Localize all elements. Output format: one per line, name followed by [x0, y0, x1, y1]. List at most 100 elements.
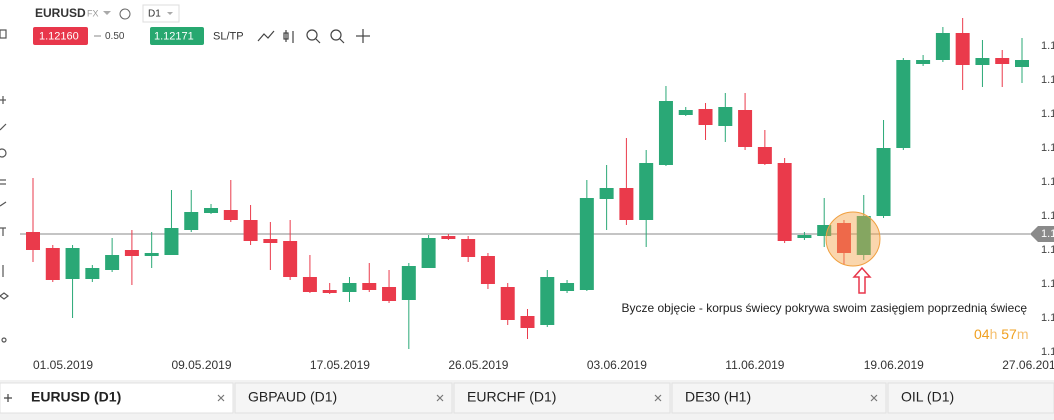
candle-body — [1015, 60, 1029, 67]
y-tick-label: 1.11 — [1041, 74, 1054, 86]
tab-close[interactable] — [436, 394, 444, 402]
icon[interactable] — [0, 29, 7, 39]
candle-body — [856, 216, 871, 255]
dropdown-arrow[interactable] — [167, 12, 173, 15]
candle-body — [223, 210, 238, 220]
candle-body — [204, 208, 219, 213]
candle-body — [658, 101, 673, 165]
x-tick-label: 03.06.2019 — [587, 358, 647, 372]
sell-button[interactable] — [33, 27, 88, 45]
tab[interactable] — [671, 382, 887, 414]
candle-body — [421, 238, 436, 268]
x-tick-label: 09.05.2019 — [171, 358, 231, 372]
y-tick-label: 1.11 — [1041, 108, 1054, 120]
icon[interactable] — [0, 123, 7, 131]
y-tick-label: 1.11 — [1041, 312, 1054, 324]
new-tab[interactable] — [4, 394, 12, 402]
y-tick-label: 1.11 — [1041, 142, 1054, 154]
bid[interactable]: 1.12160 — [39, 30, 79, 42]
countdown-h: h — [990, 326, 998, 342]
zoom-out-icon[interactable] — [315, 38, 321, 44]
interval-select[interactable] — [142, 4, 180, 23]
candle-body — [480, 256, 495, 284]
candle-body — [935, 33, 950, 60]
tab[interactable] — [0, 382, 234, 414]
candle-body — [560, 283, 575, 291]
tab-label[interactable]: GBPAUD (D1) — [248, 389, 337, 405]
y-tick-label: 1.1 — [1041, 40, 1054, 52]
tab[interactable] — [234, 382, 453, 414]
candle-icon[interactable] — [283, 32, 289, 40]
candle-body — [836, 223, 851, 253]
candle-body — [757, 147, 772, 164]
candle-body — [184, 212, 199, 230]
candle-body — [382, 287, 397, 301]
price-tag — [1030, 226, 1054, 242]
candle-body — [105, 255, 120, 270]
y-tick-label: 1.1 — [1041, 346, 1054, 358]
sltp[interactable]: SL/TP — [213, 30, 244, 42]
tab-label[interactable]: EURUSD (D1) — [31, 389, 121, 405]
info-icon[interactable] — [119, 8, 131, 20]
icon[interactable] — [1, 337, 7, 343]
candle-body — [738, 110, 753, 147]
candle-body — [26, 232, 40, 250]
dropdown-arrow[interactable] — [103, 11, 111, 15]
candle-body — [579, 198, 594, 290]
countdown-m: m — [1017, 326, 1029, 342]
countdown: 04h 57m — [974, 326, 1029, 342]
icon[interactable] — [0, 292, 9, 300]
tab-label[interactable]: EURCHF (D1) — [467, 389, 556, 405]
candle-body — [975, 58, 990, 65]
x-tick-label: 17.05.2019 — [310, 358, 370, 372]
buy-button[interactable] — [150, 27, 204, 45]
tab-close[interactable] — [217, 394, 225, 402]
countdown-minutes: 57 — [1001, 326, 1017, 342]
tab[interactable] — [453, 382, 671, 414]
interval[interactable]: D1 — [148, 9, 161, 20]
ask[interactable]: 1.12171 — [154, 30, 194, 42]
candle-body — [797, 235, 812, 238]
candle-body — [302, 277, 317, 292]
price-tag-label: 1.1 — [1041, 228, 1054, 240]
tab-label[interactable]: OIL (D1) — [901, 389, 954, 405]
countdown-hours: 04 — [974, 326, 990, 342]
zoom-out-icon[interactable] — [306, 29, 318, 41]
tab-label[interactable]: DE30 (H1) — [685, 389, 751, 405]
icon[interactable] — [0, 148, 7, 158]
candle-body — [401, 266, 416, 300]
plot: 1.1 1.11 1.11 1.11 1.11 1.1 1.11 1.1 1.11 1.1 1.1 0… — [20, 18, 1054, 372]
candle-body — [995, 58, 1010, 64]
x-tick-label: 26.05.2019 — [448, 358, 508, 372]
icon[interactable] — [0, 201, 7, 207]
candle-body — [639, 163, 654, 220]
symbol[interactable]: EURUSD — [35, 6, 86, 20]
y-tick-label: 1.1 — [1041, 210, 1054, 222]
candle-body — [540, 277, 555, 325]
candle-body — [45, 248, 60, 280]
x-tick-label: 01.05.2019 — [33, 358, 93, 372]
candle-body — [85, 268, 100, 279]
line-chart-icon[interactable] — [257, 30, 275, 42]
pattern-highlight — [825, 211, 881, 267]
tab-close[interactable] — [870, 394, 878, 402]
sidebar-icons[interactable] — [0, 29, 9, 343]
candle-body — [599, 188, 614, 199]
candle-body — [896, 60, 911, 148]
candle-body — [520, 316, 535, 328]
zoom-in-icon[interactable] — [339, 38, 345, 44]
tab-close[interactable] — [654, 394, 662, 402]
candle-body — [263, 239, 278, 243]
candle-body — [441, 236, 456, 239]
x-tick-label: 27.06.2019 — [1002, 358, 1054, 372]
pattern-arrow — [852, 266, 872, 294]
tab[interactable] — [887, 382, 1054, 414]
candle-body — [678, 110, 693, 115]
candle-body — [817, 225, 832, 236]
candle-body — [362, 283, 377, 290]
zoom-in-icon[interactable] — [330, 29, 342, 41]
spread: 0.50 — [105, 31, 125, 42]
